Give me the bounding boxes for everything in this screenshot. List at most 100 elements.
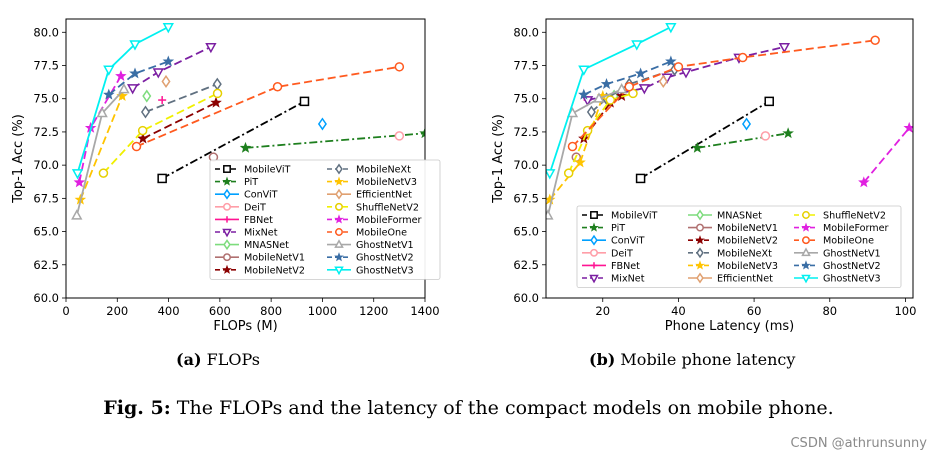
x-axis-label: FLOPs (M): [213, 319, 277, 334]
y-tick-label: 70.0: [513, 158, 539, 172]
y-tick-label: 62.5: [513, 258, 539, 272]
y-tick-label: 72.5: [33, 125, 59, 139]
series-ghostnetv1: [546, 83, 628, 220]
legend-entry-mobileone: MobileOne: [794, 236, 874, 247]
data-point-ghostnetv1: [118, 83, 130, 94]
plot-area: [546, 23, 913, 220]
series-convit: [742, 117, 752, 131]
series-line-mobilenetv2: [142, 101, 217, 140]
subcaption-a-text: FLOPs: [206, 350, 260, 369]
y-tick-label: 60.0: [513, 291, 539, 305]
data-point-ghostnetv3: [665, 23, 677, 34]
legend-entry-mobilevit: MobileViT: [215, 165, 290, 176]
series-line-ghostnetv1: [547, 88, 623, 216]
series-mobilevit: [157, 96, 310, 184]
x-tick-label: 100: [894, 304, 916, 318]
data-point-mobileone: [272, 82, 283, 92]
legend-label: GhostNetV2: [356, 253, 414, 264]
data-point-mobileone: [673, 62, 684, 72]
legend-box: [209, 159, 441, 280]
data-point-pit: [419, 127, 425, 139]
legend-marker: [222, 176, 232, 186]
series-line-shufflenetv2: [567, 92, 634, 174]
x-tick-label: 800: [260, 304, 282, 318]
data-point-mobileformer: [73, 176, 86, 188]
legend-marker: [802, 236, 810, 245]
series-mobilenetv2: [137, 96, 222, 144]
legend-entry-mnasnet: MNASNet: [215, 239, 289, 251]
legend-entry-mobilenext: MobileNeXt: [327, 163, 411, 176]
data-point-mixnet: [581, 96, 594, 107]
legend-entry-mnasnet: MNASNet: [688, 209, 762, 222]
legend-label: MobileViT: [244, 165, 290, 176]
legend-marker: [801, 274, 811, 284]
data-point-ghostnetv1: [546, 209, 554, 220]
legend-entry-shufflenetv2: ShuffleNetV2: [794, 211, 886, 222]
legend-label: PiT: [244, 177, 258, 188]
data-point-mobilevit: [764, 96, 774, 107]
legend-entry-ghostnetv2: GhostNetV2: [794, 260, 881, 272]
legend-label: FBNet: [611, 261, 640, 272]
series-ghostnetv2: [578, 55, 677, 100]
legend-marker: [334, 266, 344, 276]
legend-label: MobileViT: [611, 211, 657, 222]
legend-label: FBNet: [244, 215, 273, 226]
series-deit: [760, 131, 771, 141]
legend-box: [576, 205, 902, 288]
legend-label: MixNet: [611, 274, 645, 285]
legend-entry-deit: DeiT: [215, 202, 266, 213]
legend-entry-fbnet: FBNet: [582, 261, 640, 272]
data-point-ghostnetv3: [578, 65, 590, 76]
data-point-ghostnetv2: [578, 88, 590, 100]
legend-marker: [589, 274, 599, 284]
legend-label: MobileNetV2: [244, 265, 305, 276]
legend-marker: [223, 239, 231, 251]
legend-entry-mobilenetv1: MobileNetV1: [215, 253, 305, 264]
legend-marker: [801, 260, 811, 270]
data-point-ghostnetv1: [616, 83, 628, 94]
series-mnasnet: [142, 89, 152, 103]
legend-label: PiT: [611, 223, 625, 234]
legend-marker: [335, 228, 343, 236]
legend-marker: [223, 202, 231, 211]
data-point-ghostnetv2: [600, 78, 613, 89]
x-tick-label: 1400: [410, 304, 439, 318]
y-tick-label: 65.0: [33, 225, 59, 239]
legend-label: GhostNetV3: [823, 274, 881, 285]
series-mobilenext: [140, 77, 222, 119]
y-tick-label: 75.0: [33, 92, 59, 106]
series-line-mobileformer: [863, 127, 910, 183]
data-point-mobilenext: [212, 77, 222, 91]
legend-entry-pit: PiT: [582, 222, 625, 234]
data-point-mobilenetv2: [210, 96, 222, 108]
y-tick-label: 80.0: [33, 25, 59, 39]
series-mobilevit: [635, 96, 774, 184]
legend-entry-ghostnetv1: GhostNetV1: [327, 239, 414, 251]
legend-label: GhostNetV1: [356, 240, 414, 251]
axes-frame: [65, 18, 426, 299]
legend-marker: [334, 239, 344, 248]
y-tick-label: 65.0: [513, 225, 539, 239]
legend-marker: [223, 253, 231, 262]
legend-entry-shufflenetv2: ShuffleNetV2: [327, 202, 419, 213]
legend-marker: [695, 260, 705, 270]
series-line-shufflenetv2: [102, 92, 218, 174]
series-pit: [691, 127, 794, 153]
data-point-mobileone: [624, 82, 634, 92]
watermark: CSDN @athrunsunny: [790, 436, 927, 451]
series-ghostnetv2: [103, 55, 175, 100]
x-tick-label: 60: [747, 304, 762, 318]
legend-marker: [223, 188, 231, 200]
data-point-shufflenetv2: [563, 168, 574, 178]
data-point-mixnet: [127, 84, 139, 95]
legend-entry-mobileone: MobileOne: [327, 228, 407, 239]
series-line-mobileformer: [78, 75, 122, 183]
legend-marker: [801, 247, 811, 257]
y-tick-label: 75.0: [513, 92, 539, 106]
legend-marker: [696, 247, 704, 259]
series-deit: [394, 131, 405, 141]
subcaption-a-label: (a): [176, 350, 202, 369]
legend-entry-pit: PiT: [215, 176, 258, 188]
legend-label: ConViT: [611, 236, 645, 247]
